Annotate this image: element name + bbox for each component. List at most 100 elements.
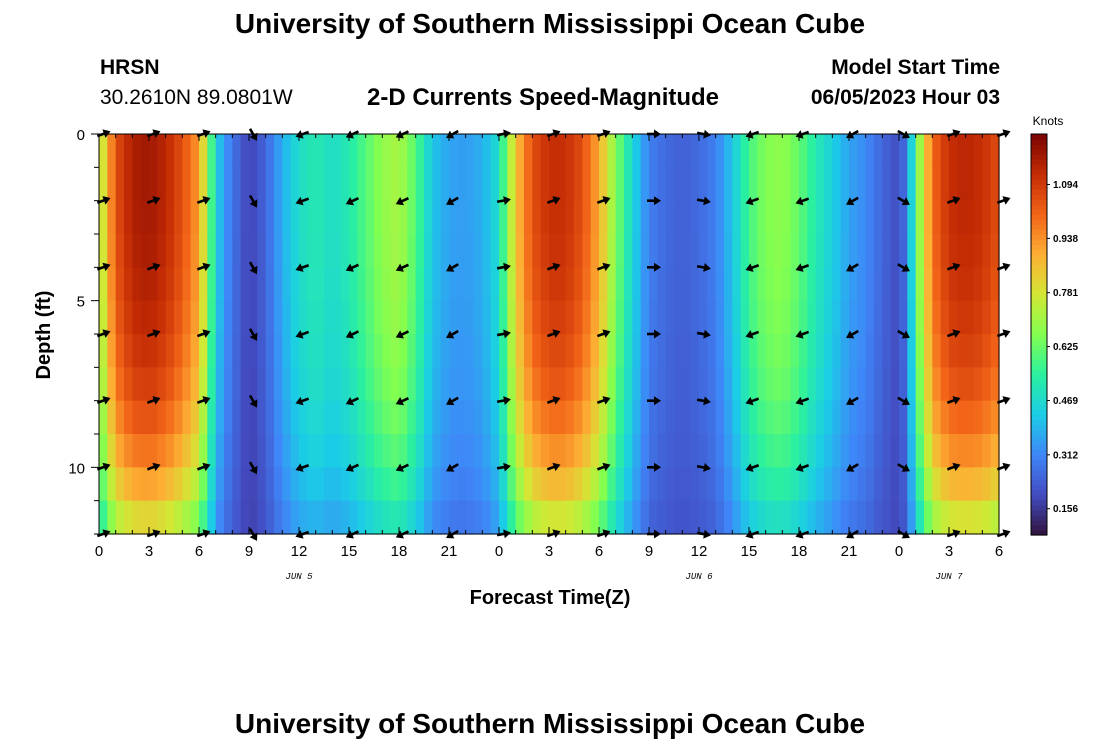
heatmap-cell: [432, 300, 442, 335]
heatmap-cell: [932, 334, 942, 368]
heatmap-cell: [840, 234, 850, 268]
current-arrow: [345, 196, 359, 206]
heatmap-cell: [707, 167, 717, 202]
heatmap-cell: [140, 234, 150, 268]
heatmap-cell: [615, 434, 625, 468]
heatmap-cell: [515, 500, 525, 535]
heatmap-cell: [949, 300, 958, 335]
heatmap-cell: [549, 467, 558, 502]
heatmap-cell: [974, 434, 983, 468]
heatmap-cell: [957, 300, 967, 335]
heatmap-cell: [557, 367, 567, 402]
heatmap-cell: [582, 500, 592, 535]
heatmap-cell: [457, 300, 467, 335]
heatmap-cell: [615, 500, 625, 535]
heatmap-cell: [599, 500, 608, 535]
arrow-head: [503, 396, 511, 405]
heatmap-cell: [665, 300, 675, 335]
heatmap-cell: [724, 167, 733, 202]
heatmap-cell: [240, 367, 250, 402]
heatmap-cell: [407, 267, 417, 302]
heatmap-cell: [424, 500, 433, 535]
current-arrow: [395, 396, 409, 406]
heatmap-cell: [699, 500, 708, 535]
heatmap-cell: [582, 234, 592, 268]
arrow-head: [249, 132, 258, 141]
y-tick-label: 0: [77, 127, 85, 144]
heatmap-cell: [290, 200, 300, 235]
heatmap-cell: [215, 367, 225, 402]
heatmap-cell: [665, 334, 675, 368]
heatmap-cell: [340, 434, 350, 468]
arrow-head: [1002, 129, 1011, 138]
heatmap-cell: [140, 334, 150, 368]
heatmap-cell: [907, 500, 917, 535]
heatmap-cell: [565, 500, 575, 535]
heatmap-cell: [532, 400, 542, 435]
heatmap-cell: [832, 200, 842, 235]
heatmap-cell: [490, 434, 500, 468]
heatmap-cell: [907, 334, 917, 368]
current-arrow: [795, 396, 810, 406]
heatmap-cell: [307, 300, 317, 335]
heatmap-cell: [824, 234, 833, 268]
heatmap-cell: [665, 234, 675, 268]
heatmap-cell: [674, 500, 683, 535]
heatmap-cell: [474, 267, 483, 302]
heatmap-cell: [749, 400, 758, 435]
heatmap-cell: [857, 367, 867, 402]
heatmap-cell: [165, 300, 175, 335]
heatmap-cell: [899, 200, 908, 235]
heatmap-cell: [615, 267, 625, 302]
heatmap-cell: [115, 300, 125, 335]
current-arrow: [146, 329, 161, 338]
colorbar-segment: [1031, 414, 1047, 421]
arrow-head: [503, 196, 511, 205]
arrow-head: [703, 463, 711, 472]
heatmap-cell: [432, 500, 442, 535]
heatmap-cell: [574, 367, 583, 402]
heatmap-cell: [949, 200, 958, 235]
current-arrow: [446, 263, 459, 272]
heatmap-cell: [240, 200, 250, 235]
heatmap-cell: [449, 267, 458, 302]
heatmap-cell: [782, 134, 792, 168]
heatmap-cell: [782, 334, 792, 368]
heatmap-cell: [174, 467, 183, 502]
heatmap-cell: [724, 367, 733, 402]
heatmap-cell: [574, 167, 583, 202]
heatmap-cell: [182, 134, 192, 168]
heatmap-cell: [132, 400, 142, 435]
heatmap-cell: [782, 234, 792, 268]
current-arrow: [647, 396, 661, 406]
heatmap-cell: [324, 234, 333, 268]
heatmap-cell: [824, 267, 833, 302]
heatmap-cell: [974, 300, 983, 335]
current-arrow: [596, 262, 611, 272]
heatmap-cell: [565, 200, 575, 235]
heatmap-cell: [524, 134, 533, 168]
heatmap-cell: [415, 334, 425, 368]
heatmap-cell: [682, 434, 692, 468]
heatmap-cell: [982, 434, 992, 468]
heatmap-cell: [765, 500, 775, 535]
current-vectors: [96, 128, 1011, 541]
heatmap-cell: [857, 234, 867, 268]
heatmap-cell: [599, 334, 608, 368]
heatmap-cell: [332, 234, 342, 268]
heatmap-cell: [865, 334, 875, 368]
arrow-head: [249, 465, 258, 475]
heatmap-cell: [924, 434, 933, 468]
colorbar-segment: [1031, 304, 1047, 311]
heatmap-cell: [649, 134, 658, 168]
heatmap-cell: [265, 500, 275, 535]
heatmap-cell: [849, 267, 858, 302]
heatmap-cell: [282, 500, 292, 535]
heatmap-cell: [599, 134, 608, 168]
heatmap-cell: [582, 167, 592, 202]
heatmap-cell: [324, 334, 333, 368]
current-arrow: [446, 329, 459, 339]
heatmap-cell: [540, 134, 550, 168]
heatmap-cell: [357, 400, 367, 435]
heatmap-cell: [965, 334, 975, 368]
